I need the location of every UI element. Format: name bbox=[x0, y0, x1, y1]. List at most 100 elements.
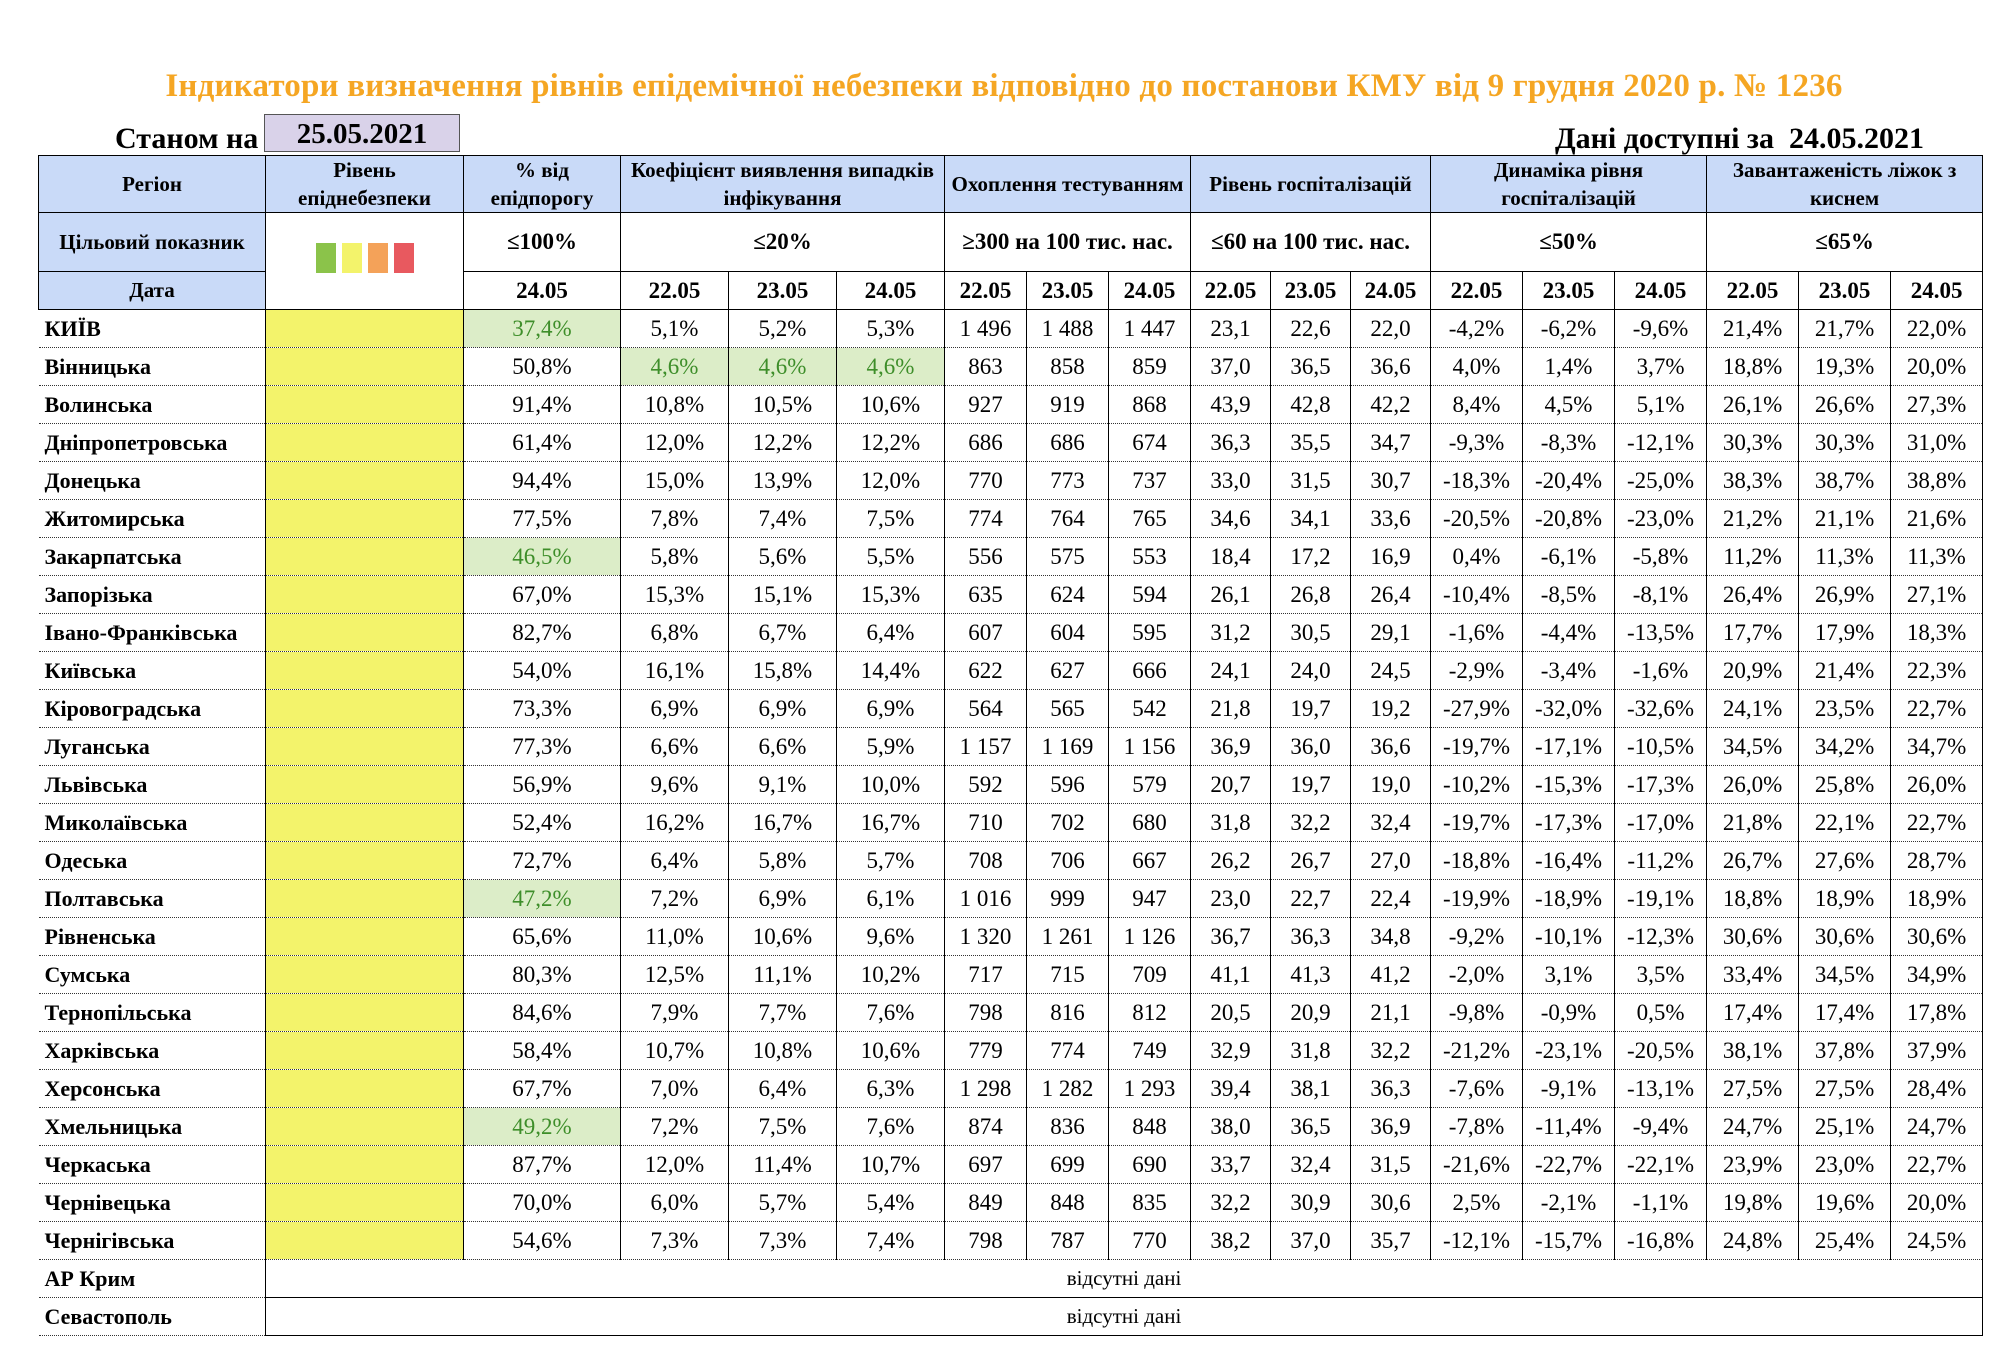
testing-value: 774 bbox=[944, 499, 1027, 538]
hospitalization-value: 29,1 bbox=[1350, 613, 1432, 652]
detection-value: 5,8% bbox=[728, 841, 837, 880]
region-row: Хмельницька 49,2% 7,2% 7,5% 7,6% 874 836 848 38,… bbox=[38, 1107, 1984, 1146]
threshold-value: 84,6% bbox=[463, 993, 621, 1032]
testing-value: 849 bbox=[944, 1183, 1027, 1222]
dynamics-value: -16,8% bbox=[1614, 1221, 1708, 1260]
hospitalization-value: 16,9 bbox=[1350, 537, 1432, 576]
detection-value: 5,1% bbox=[620, 309, 729, 348]
testing-value: 666 bbox=[1108, 651, 1191, 690]
testing-value: 798 bbox=[944, 993, 1027, 1032]
dynamics-value: -22,1% bbox=[1614, 1145, 1708, 1184]
detection-value: 10,5% bbox=[728, 385, 837, 424]
testing-value: 706 bbox=[1026, 841, 1109, 880]
oxygen-value: 24,8% bbox=[1706, 1221, 1800, 1260]
hospitalization-value: 26,8 bbox=[1270, 575, 1351, 614]
testing-value: 717 bbox=[944, 955, 1027, 994]
region-name: Тернопільська bbox=[38, 993, 266, 1032]
threshold-value: 61,4% bbox=[463, 423, 621, 462]
region-row: Чернігівська 54,6% 7,3% 7,3% 7,4% 798 787 770 38… bbox=[38, 1221, 1984, 1260]
testing-value: 874 bbox=[944, 1107, 1027, 1146]
oxygen-value: 25,4% bbox=[1798, 1221, 1892, 1260]
oxygen-value: 27,6% bbox=[1798, 841, 1892, 880]
testing-value: 1 261 bbox=[1026, 917, 1109, 956]
oxygen-value: 21,6% bbox=[1890, 499, 1984, 538]
region-row: Чернівецька 70,0% 6,0% 5,7% 5,4% 849 848 835 32,… bbox=[38, 1183, 1984, 1222]
testing-value: 596 bbox=[1026, 765, 1109, 804]
detection-value: 16,7% bbox=[728, 803, 837, 842]
detection-value: 4,6% bbox=[836, 347, 945, 386]
level-cell bbox=[265, 1069, 464, 1108]
region-row: Сумська 80,3% 12,5% 11,1% 10,2% 717 715 709 41,1… bbox=[38, 955, 1984, 994]
missing-region-row: Севастополь відсутні дані bbox=[38, 1297, 1984, 1336]
threshold-value: 46,5% bbox=[463, 537, 621, 576]
threshold-value: 50,8% bbox=[463, 347, 621, 386]
testing-value: 594 bbox=[1108, 575, 1191, 614]
date-threshold: 24.05 bbox=[463, 271, 621, 310]
dynamics-value: -9,2% bbox=[1430, 917, 1524, 956]
hospitalization-value: 36,9 bbox=[1350, 1107, 1432, 1146]
threshold-value: 67,0% bbox=[463, 575, 621, 614]
region-row: Закарпатська 46,5% 5,8% 5,6% 5,5% 556 575 553 18… bbox=[38, 537, 1984, 576]
level-cell bbox=[265, 309, 464, 348]
dynamics-value: -17,1% bbox=[1522, 727, 1616, 766]
page-title: Індикатори визначення рівнів епідемічної… bbox=[165, 68, 1843, 104]
testing-value: 674 bbox=[1108, 423, 1191, 462]
dynamics-value: -12,3% bbox=[1614, 917, 1708, 956]
region-row: Донецька 94,4% 15,0% 13,9% 12,0% 770 773 737 33,… bbox=[38, 461, 1984, 500]
hospitalization-value: 43,9 bbox=[1190, 385, 1271, 424]
dynamics-value: -12,1% bbox=[1430, 1221, 1524, 1260]
dynamics-value: -4,2% bbox=[1430, 309, 1524, 348]
hospitalization-value: 34,6 bbox=[1190, 499, 1271, 538]
oxygen-value: 21,7% bbox=[1798, 309, 1892, 348]
region-row: Львівська 56,9% 9,6% 9,1% 10,0% 592 596 579 20,7… bbox=[38, 765, 1984, 804]
testing-value: 787 bbox=[1026, 1221, 1109, 1260]
region-name: Запорізька bbox=[38, 575, 266, 614]
dynamics-value: -5,8% bbox=[1614, 537, 1708, 576]
hospitalization-value: 38,1 bbox=[1270, 1069, 1351, 1108]
testing-value: 737 bbox=[1108, 461, 1191, 500]
region-row: Житомирська 77,5% 7,8% 7,4% 7,5% 774 764 765 34,… bbox=[38, 499, 1984, 538]
dynamics-value: -18,8% bbox=[1430, 841, 1524, 880]
detection-value: 7,4% bbox=[836, 1221, 945, 1260]
hospitalization-value: 31,8 bbox=[1270, 1031, 1351, 1070]
detection-value: 9,6% bbox=[836, 917, 945, 956]
dynamics-value: -4,4% bbox=[1522, 613, 1616, 652]
threshold-value: 91,4% bbox=[463, 385, 621, 424]
detection-value: 10,7% bbox=[836, 1145, 945, 1184]
dynamics-value: -23,1% bbox=[1522, 1031, 1616, 1070]
dynamics-value: -18,3% bbox=[1430, 461, 1524, 500]
oxygen-value: 30,3% bbox=[1798, 423, 1892, 462]
region-name: Херсонська bbox=[38, 1069, 266, 1108]
dynamics-value: -20,5% bbox=[1614, 1031, 1708, 1070]
oxygen-value: 21,4% bbox=[1706, 309, 1800, 348]
oxygen-value: 21,2% bbox=[1706, 499, 1800, 538]
region-name: Житомирська bbox=[38, 499, 266, 538]
hospitalization-value: 34,1 bbox=[1270, 499, 1351, 538]
dynamics-value: -8,3% bbox=[1522, 423, 1616, 462]
hospitalization-value: 23,1 bbox=[1190, 309, 1271, 348]
oxygen-value: 24,7% bbox=[1706, 1107, 1800, 1146]
threshold-value: 72,7% bbox=[463, 841, 621, 880]
hospitalization-value: 26,4 bbox=[1350, 575, 1432, 614]
detection-value: 5,6% bbox=[728, 537, 837, 576]
detection-value: 6,9% bbox=[728, 689, 837, 728]
hospitalization-value: 33,6 bbox=[1350, 499, 1432, 538]
hospitalization-value: 36,3 bbox=[1350, 1069, 1432, 1108]
header-testing: Охоплення тестуванням bbox=[944, 155, 1191, 213]
hospitalization-value: 31,8 bbox=[1190, 803, 1271, 842]
hospitalization-value: 22,0 bbox=[1350, 309, 1432, 348]
detection-value: 6,4% bbox=[836, 613, 945, 652]
hospitalization-value: 21,8 bbox=[1190, 689, 1271, 728]
oxygen-value: 17,8% bbox=[1890, 993, 1984, 1032]
testing-value: 579 bbox=[1108, 765, 1191, 804]
dynamics-value: -27,9% bbox=[1430, 689, 1524, 728]
dynamics-value: 2,5% bbox=[1430, 1183, 1524, 1222]
detection-value: 12,0% bbox=[620, 1145, 729, 1184]
testing-value: 770 bbox=[1108, 1221, 1191, 1260]
detection-value: 7,7% bbox=[728, 993, 837, 1032]
region-name: Миколаївська bbox=[38, 803, 266, 842]
testing-value: 919 bbox=[1026, 385, 1109, 424]
oxygen-value: 33,4% bbox=[1706, 955, 1800, 994]
region-name: Севастополь bbox=[38, 1297, 266, 1336]
hospitalization-value: 36,5 bbox=[1270, 1107, 1351, 1146]
